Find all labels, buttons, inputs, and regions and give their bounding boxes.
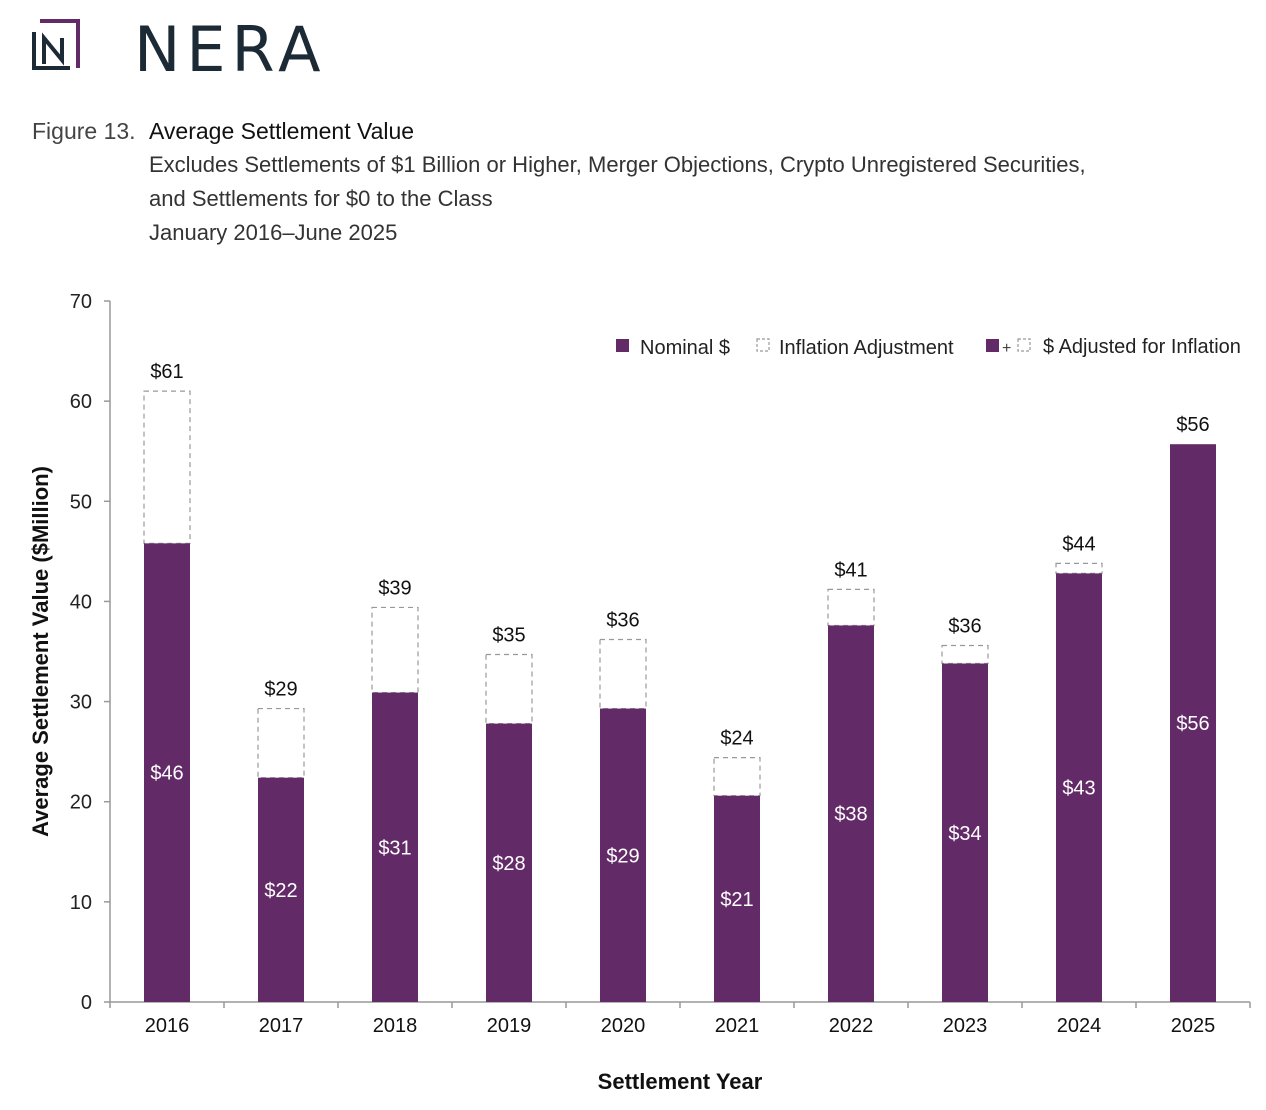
adjusted-total-label: $41 bbox=[834, 559, 867, 581]
inflation-adjustment-bar bbox=[827, 588, 875, 627]
nominal-value-label: $31 bbox=[378, 837, 411, 859]
nominal-value-label: $34 bbox=[948, 823, 981, 845]
x-axis-title: Settlement Year bbox=[598, 1069, 763, 1094]
x-category-label: 2018 bbox=[373, 1015, 418, 1037]
nominal-bar bbox=[942, 663, 988, 1002]
figure-subtitle-line-3: January 2016–June 2025 bbox=[149, 220, 398, 245]
nominal-bar bbox=[828, 625, 874, 1002]
y-tick-label: 40 bbox=[70, 591, 92, 613]
nominal-bar bbox=[600, 708, 646, 1002]
logo-wordmark: NERA bbox=[134, 13, 327, 86]
nominal-value-label: $38 bbox=[834, 804, 867, 826]
nominal-value-label: $22 bbox=[264, 880, 297, 902]
nera-logo-mark bbox=[32, 19, 80, 70]
x-category-label: 2020 bbox=[601, 1015, 646, 1037]
legend-adjusted-label: $ Adjusted for Inflation bbox=[1043, 336, 1241, 358]
nominal-value-label: $28 bbox=[492, 853, 525, 875]
y-tick-label: 10 bbox=[70, 892, 92, 914]
y-tick-label: 60 bbox=[70, 391, 92, 413]
adjusted-total-label: $44 bbox=[1062, 533, 1095, 555]
inflation-adjustment-bar bbox=[257, 707, 305, 779]
nominal-value-label: $56 bbox=[1176, 713, 1209, 735]
nominal-value-label: $43 bbox=[1062, 778, 1095, 800]
x-category-label: 2024 bbox=[1057, 1015, 1102, 1037]
nominal-bar bbox=[372, 692, 418, 1002]
x-category-label: 2025 bbox=[1171, 1015, 1216, 1037]
adjusted-total-label: $29 bbox=[264, 679, 297, 701]
x-category-label: 2017 bbox=[259, 1015, 304, 1037]
x-category-label: 2023 bbox=[943, 1015, 988, 1037]
inflation-adjustment-bar bbox=[713, 757, 761, 797]
y-tick-label: 70 bbox=[70, 291, 92, 313]
y-tick-label: 0 bbox=[81, 992, 92, 1014]
legend-inflation-swatch bbox=[756, 338, 770, 352]
nominal-bar bbox=[486, 723, 532, 1002]
legend-nominal-swatch bbox=[616, 339, 629, 352]
x-category-label: 2022 bbox=[829, 1015, 874, 1037]
inflation-adjustment-bar bbox=[143, 390, 191, 544]
inflation-adjustment-bar bbox=[371, 606, 419, 694]
adjusted-total-label: $24 bbox=[720, 728, 753, 750]
inflation-adjustment-bar bbox=[599, 638, 647, 710]
x-category-label: 2019 bbox=[487, 1015, 532, 1037]
y-axis-title: Average Settlement Value ($Million) bbox=[28, 466, 53, 837]
nominal-bar bbox=[1170, 444, 1216, 1002]
inflation-adjustment-bar bbox=[941, 644, 989, 665]
nominal-value-label: $21 bbox=[720, 889, 753, 911]
y-tick-label: 20 bbox=[70, 792, 92, 814]
nominal-bar bbox=[714, 795, 760, 1002]
nominal-bar bbox=[258, 777, 304, 1002]
nominal-value-label: $46 bbox=[150, 763, 183, 785]
inflation-adjustment-bar bbox=[485, 653, 533, 725]
y-tick-label: 30 bbox=[70, 692, 92, 714]
nominal-value-label: $29 bbox=[606, 845, 639, 867]
adjusted-total-label: $39 bbox=[378, 577, 411, 599]
inflation-adjustment-bar bbox=[1055, 562, 1103, 574]
adjusted-total-label: $35 bbox=[492, 625, 525, 647]
figure-title: Average Settlement Value bbox=[149, 118, 415, 144]
legend-nominal-label: Nominal $ bbox=[640, 337, 730, 359]
legend-adjusted-plus-sign: + bbox=[1002, 340, 1011, 357]
y-tick-label: 50 bbox=[70, 491, 92, 513]
legend-inflation-label: Inflation Adjustment bbox=[779, 337, 954, 359]
figure-label: Figure 13. bbox=[32, 118, 136, 144]
adjusted-total-label: $36 bbox=[606, 609, 639, 631]
figure-subtitle-line-2: and Settlements for $0 to the Class bbox=[149, 186, 493, 211]
x-category-label: 2016 bbox=[145, 1015, 190, 1037]
adjusted-total-label: $56 bbox=[1176, 414, 1209, 436]
legend-adjusted-swatch-dashed bbox=[1017, 338, 1031, 352]
nominal-bar bbox=[1056, 573, 1102, 1002]
nominal-bar bbox=[144, 543, 190, 1002]
nera-logo: NERA bbox=[30, 16, 321, 81]
figure-subtitle-line-1: Excludes Settlements of $1 Billion or Hi… bbox=[149, 152, 1086, 177]
adjusted-total-label: $36 bbox=[948, 615, 981, 637]
x-category-label: 2021 bbox=[715, 1015, 760, 1037]
adjusted-total-label: $61 bbox=[150, 361, 183, 383]
legend-adjusted-swatch-solid bbox=[986, 339, 999, 352]
